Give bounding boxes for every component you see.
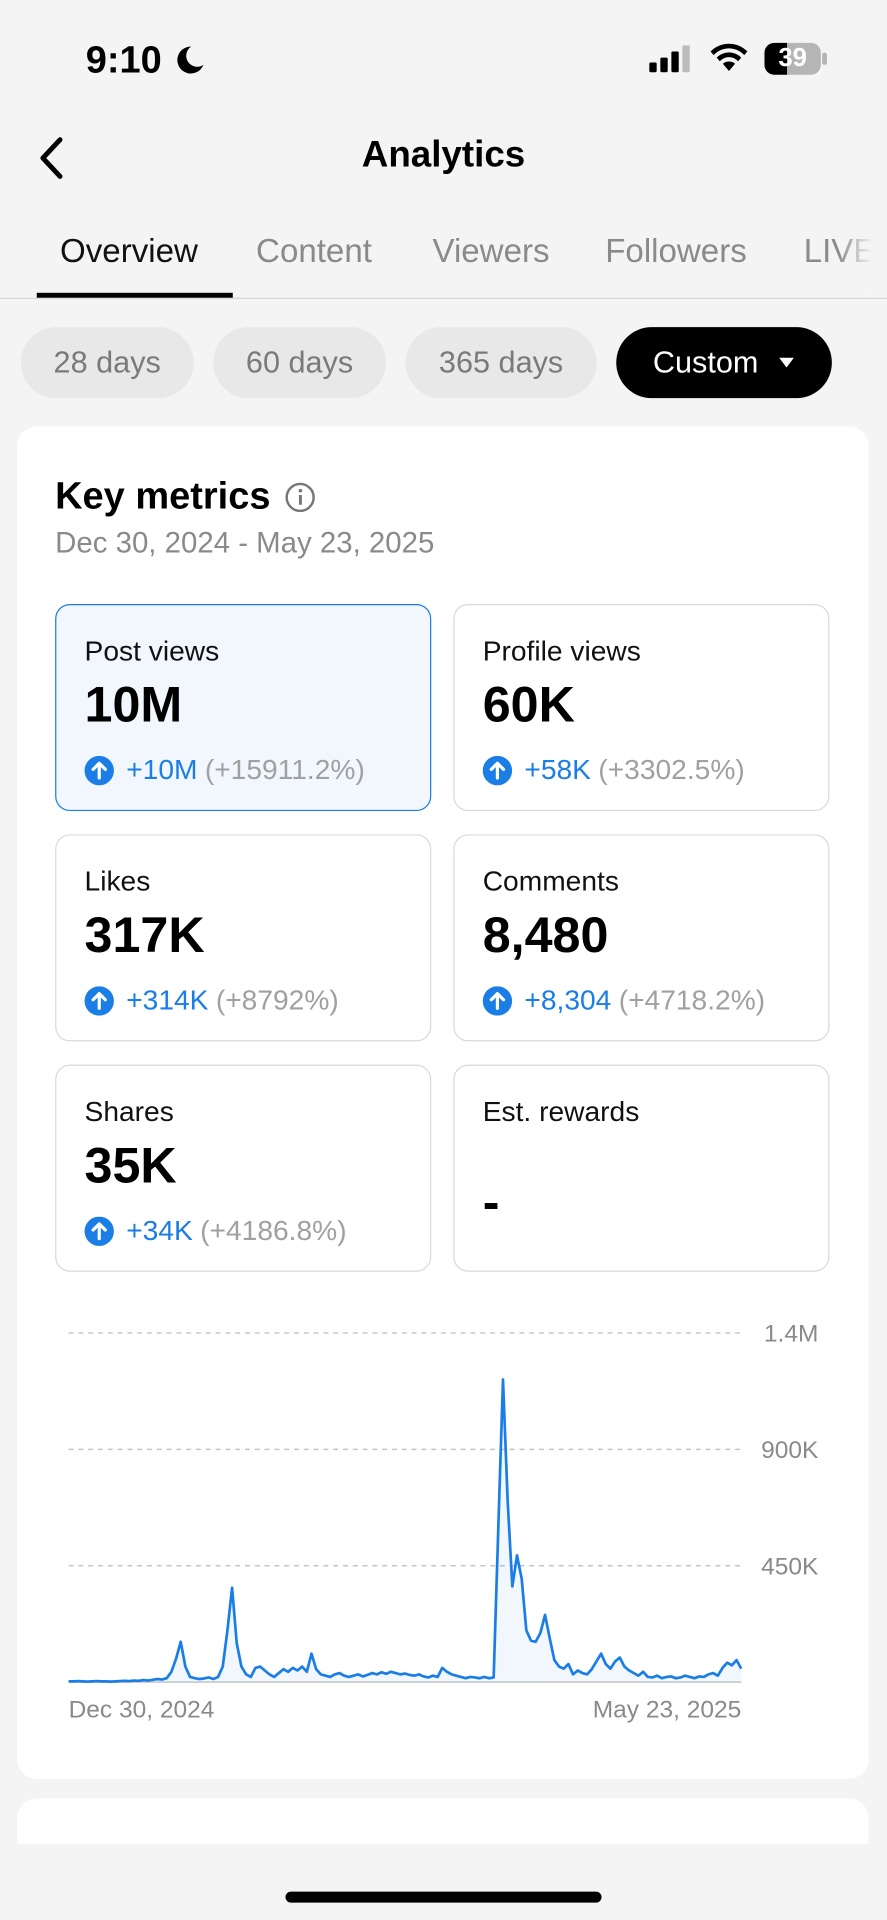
up-icon — [84, 1215, 114, 1246]
home-indicator — [285, 1891, 602, 1903]
x-tick-label: May 23, 2025 — [593, 1697, 741, 1724]
up-icon — [84, 985, 114, 1016]
battery-tip — [822, 52, 827, 65]
change-percent: (+15911.2%) — [204, 753, 365, 786]
metric-tile[interactable]: Shares 35K +34K (+4186.8%) — [55, 1064, 432, 1272]
metric-value: - — [482, 1173, 500, 1231]
line — [68, 1378, 743, 1683]
y-tick-label: 450K — [761, 1553, 819, 1580]
y-tick-label: 1.4M — [764, 1321, 818, 1348]
tab-underline — [36, 292, 233, 298]
next-card — [17, 1798, 869, 1844]
metric-label: Comments — [482, 864, 619, 897]
metric-value: 8,480 — [482, 906, 609, 963]
change-value: +8,304 — [524, 983, 612, 1016]
metric-change: +8,304 (+4718.2%) — [482, 983, 766, 1017]
filter-chip[interactable]: 60 days — [213, 327, 386, 399]
change-value: +314K — [126, 983, 209, 1016]
metric-value: 35K — [84, 1136, 177, 1194]
tab[interactable]: Followers — [605, 232, 747, 270]
metric-label: Shares — [84, 1095, 174, 1128]
chart: 450K 900K 1.4M Dec 30, 2024 May 23, 2025 — [68, 1321, 819, 1724]
metric-tile[interactable]: Comments 8,480 +8,304 (+4718.2%) — [453, 834, 830, 1042]
metric-tile[interactable]: Likes 317K +314K (+8792%) — [55, 834, 432, 1042]
change-percent: (+4718.2%) — [618, 983, 766, 1016]
x-tick-label: Dec 30, 2024 — [69, 1697, 215, 1724]
up-icon — [482, 755, 513, 785]
back-button[interactable] — [34, 135, 68, 182]
change-percent: (+8792%) — [215, 983, 339, 1016]
card-title: Key metrics — [55, 474, 271, 518]
dropdown-arrow — [779, 357, 794, 368]
tab[interactable]: Content — [256, 232, 372, 270]
tab[interactable]: Overview — [60, 232, 198, 270]
line-area — [68, 1379, 742, 1683]
metric-change: +10M (+15911.2%) — [84, 753, 365, 786]
metric-label: Likes — [84, 864, 151, 897]
metric-tile[interactable]: Profile views 60K +58K (+3302.5%) — [453, 603, 830, 812]
wifi-icon — [710, 43, 748, 72]
filter-chip[interactable]: 28 days — [20, 327, 194, 399]
change-value: +58K — [524, 753, 591, 786]
filter-label: 365 days — [438, 344, 564, 380]
metric-value: 317K — [84, 906, 205, 963]
change-percent: (+3302.5%) — [598, 753, 745, 786]
moon-icon — [177, 46, 204, 74]
tab[interactable]: Viewers — [432, 232, 550, 270]
metric-label: Est. rewards — [482, 1095, 640, 1128]
metric-value: 60K — [482, 676, 575, 733]
page-title: Analytics — [361, 134, 526, 176]
metric-change: +314K (+8792%) — [84, 983, 339, 1017]
filter-label: 60 days — [245, 344, 354, 380]
change-value: +10M — [126, 753, 198, 786]
tab-divider — [0, 297, 887, 299]
filter-chip[interactable]: Custom — [616, 327, 832, 399]
change-percent: (+4186.8%) — [200, 1214, 347, 1246]
metric-label: Post views — [84, 634, 220, 667]
metric-label: Profile views — [482, 634, 641, 667]
change-value: +34K — [126, 1214, 193, 1246]
metric-change: +58K (+3302.5%) — [482, 753, 745, 786]
metric-change: +34K (+4186.8%) — [84, 1214, 347, 1247]
battery: 39 — [764, 42, 821, 75]
up-icon — [482, 985, 513, 1016]
bottom-bar — [0, 1843, 887, 1920]
tab-fade — [837, 208, 887, 295]
filter-chip[interactable]: 365 days — [405, 327, 597, 399]
up-icon — [84, 755, 114, 785]
filter-label: Custom — [652, 344, 759, 380]
y-tick-label: 900K — [761, 1437, 819, 1464]
metric-tile[interactable]: Post views 10M +10M (+15911.2%) — [55, 603, 432, 812]
metric-tile[interactable]: Est. rewards - — [453, 1064, 830, 1272]
filter-label: 28 days — [53, 344, 161, 380]
date-range: Dec 30, 2024 - May 23, 2025 — [55, 526, 435, 560]
signal-icon — [649, 45, 690, 73]
info-icon[interactable] — [284, 481, 316, 513]
status-time: 9:10 — [85, 37, 162, 81]
metric-value: 10M — [84, 676, 183, 733]
